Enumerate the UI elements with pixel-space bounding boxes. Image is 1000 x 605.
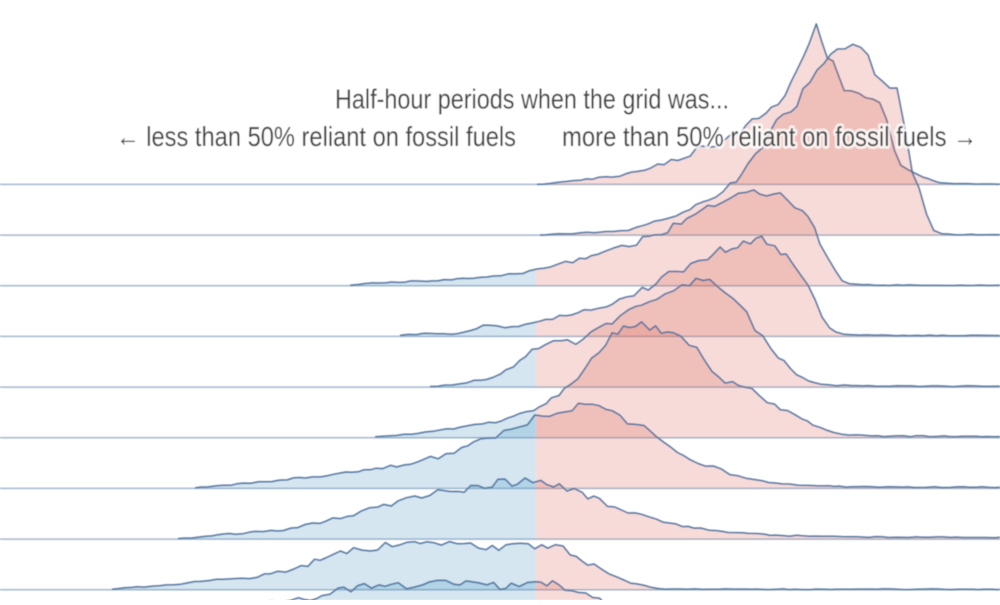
- svg-text:more than 50% reliant on fossi: more than 50% reliant on fossil fuels →: [562, 121, 977, 152]
- svg-text:Half-hour periods when the gri: Half-hour periods when the grid was...: [335, 84, 729, 115]
- svg-text:← less than 50% reliant on fos: ← less than 50% reliant on fossil fuels: [116, 121, 516, 152]
